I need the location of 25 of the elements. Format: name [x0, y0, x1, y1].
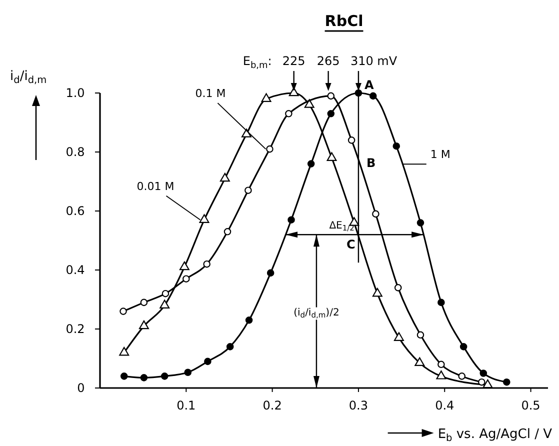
x-tick-label: 0.2 — [262, 398, 282, 412]
annotation: C — [346, 238, 356, 252]
y-tick-label: 0.8 — [66, 144, 85, 159]
y-tick-label: 0 — [77, 380, 85, 395]
y-axis-title: i$_{d}$/i$_{d,m}$ — [10, 69, 47, 86]
x-axis-title: E$_{b}$ vs. Ag/AgCl / V — [438, 427, 552, 444]
annotation: A — [364, 78, 374, 92]
y-tick-label: 1.0 — [66, 86, 85, 100]
annotation: B — [366, 156, 376, 170]
y-tick-label: 0.6 — [66, 204, 85, 218]
text: 0.01 M — [136, 180, 174, 193]
text: E$_{b,m}$: — [242, 54, 272, 71]
annotation: (i$_{d}$/i$_{d,m}$)/2 — [294, 307, 340, 320]
x-tick-label: 0.1 — [176, 398, 196, 412]
y-tick-label: 0.4 — [66, 262, 85, 277]
text: 0.1 M — [195, 87, 226, 100]
x-tick-label: 0.5 — [521, 398, 540, 412]
annotation: 225 — [282, 54, 306, 68]
y-tick-label: 0.2 — [66, 322, 85, 336]
x-tick-label: 0.4 — [435, 398, 454, 412]
x-tick-label: 0.3 — [348, 398, 368, 412]
annotation: 310 mV — [350, 54, 398, 68]
chart-title: RbCl — [324, 12, 364, 30]
text: 1 M — [430, 148, 450, 162]
annotation: 265 — [316, 54, 340, 68]
